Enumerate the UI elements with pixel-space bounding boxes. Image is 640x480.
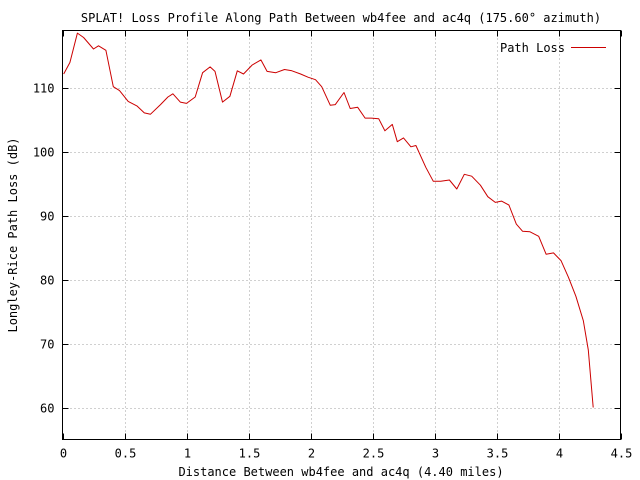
y-tick-label: 90 xyxy=(40,210,54,224)
x-tick-label: 0.5 xyxy=(115,447,137,461)
axis-ticks xyxy=(62,30,622,440)
y-tick-label: 110 xyxy=(33,82,55,96)
chart-title: SPLAT! Loss Profile Along Path Between w… xyxy=(81,11,601,25)
series-layer xyxy=(63,32,594,408)
x-tick-label: 4 xyxy=(556,447,563,461)
x-tick-label: 3 xyxy=(432,447,439,461)
x-tick-label: 2.5 xyxy=(363,447,385,461)
x-tick-label: 3.5 xyxy=(487,447,509,461)
x-tick-label: 1.5 xyxy=(239,447,261,461)
y-tick-label: 80 xyxy=(40,274,54,288)
legend: Path Loss xyxy=(500,41,606,55)
x-axis-label: Distance Between wb4fee and ac4q (4.40 m… xyxy=(178,465,503,479)
x-tick-label: 4.5 xyxy=(611,447,633,461)
x-tick-label: 0 xyxy=(60,447,67,461)
plot-frame xyxy=(62,30,621,440)
y-tick-label: 60 xyxy=(40,402,54,416)
legend-label-path-loss: Path Loss xyxy=(500,41,565,55)
y-tick-label: 100 xyxy=(33,146,55,160)
x-tick-label: 1 xyxy=(184,447,191,461)
x-tick-label: 2 xyxy=(308,447,315,461)
grid-lines xyxy=(62,30,621,440)
series-line-path-loss xyxy=(63,32,594,408)
y-axis-label: Longley-Rice Path Loss (dB) xyxy=(6,137,20,332)
y-tick-label: 70 xyxy=(40,338,54,352)
tick-labels: 0 0.5 1 1.5 2 2.5 3 3.5 4 4.5 60 70 80 90 100 110 xyxy=(33,82,633,461)
